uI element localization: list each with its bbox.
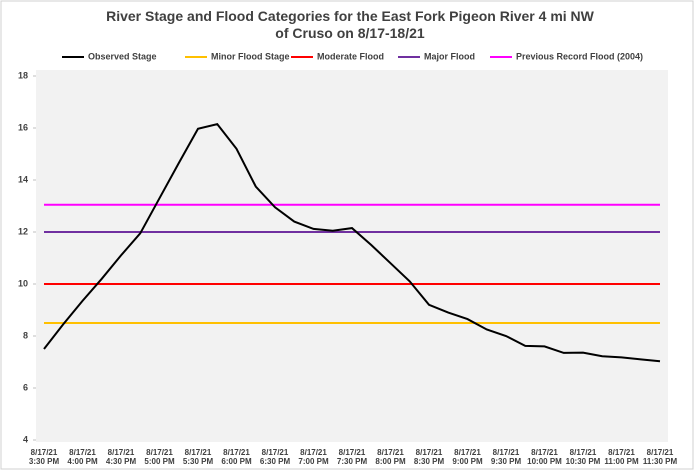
x-tick-label: 8/17/21 10:00 PM [527, 448, 562, 466]
legend-label: Major Flood [424, 51, 475, 61]
legend-label: Minor Flood Stage [211, 51, 290, 61]
x-tick-label: 8/17/21 4:00 PM [67, 448, 98, 466]
x-tick-label: 8/17/21 6:00 PM [221, 448, 252, 466]
x-tick-label: 8/17/21 5:00 PM [144, 448, 175, 466]
plot-area [36, 70, 668, 442]
x-tick-label: 8/17/21 8:00 PM [375, 448, 406, 466]
x-tick-label: 8/17/21 7:30 PM [336, 448, 368, 466]
y-tick-label: 12 [18, 226, 28, 236]
x-tick-label: 8/17/21 8:30 PM [413, 448, 445, 466]
x-tick-label: 8/17/21 4:30 PM [105, 448, 137, 466]
x-tick-label: 8/17/21 3:30 PM [28, 448, 60, 466]
x-tick-label: 8/17/21 5:30 PM [182, 448, 214, 466]
y-tick-label: 8 [23, 330, 28, 340]
x-tick-label: 8/17/21 10:30 PM [565, 448, 601, 466]
x-tick-label: 8/17/21 11:00 PM [604, 448, 639, 466]
legend-label: Moderate Flood [317, 51, 384, 61]
y-tick-label: 14 [18, 174, 28, 184]
y-tick-label: 16 [18, 122, 28, 132]
chart-title: River Stage and Flood Categories for the… [106, 8, 594, 41]
x-tick-label: 8/17/21 9:00 PM [452, 448, 483, 466]
legend-label: Observed Stage [88, 51, 157, 61]
y-tick-label: 4 [23, 434, 28, 444]
x-tick-label: 8/17/21 9:30 PM [490, 448, 522, 466]
x-tick-label: 8/17/21 6:30 PM [259, 448, 291, 466]
x-tick-label: 8/17/21 7:00 PM [298, 448, 329, 466]
y-tick-label: 18 [18, 70, 28, 80]
legend-label: Previous Record Flood (2004) [516, 51, 643, 61]
x-tick-label: 8/17/21 11:30 PM [642, 448, 678, 466]
series-line [43, 122, 661, 363]
y-tick-label: 10 [18, 278, 28, 288]
y-tick-label: 6 [23, 382, 28, 392]
